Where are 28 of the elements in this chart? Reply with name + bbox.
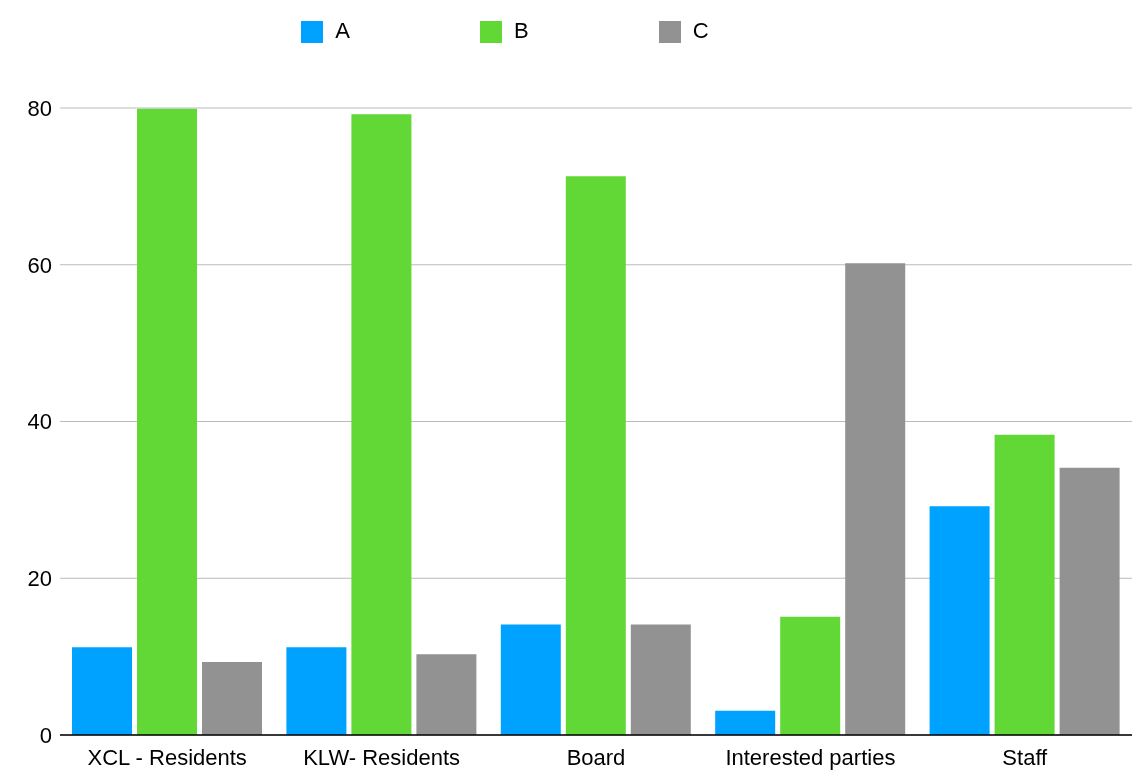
y-tick-label: 60 [27, 252, 52, 278]
bar [137, 108, 197, 735]
bar [929, 506, 990, 735]
y-tick-label: 0 [39, 722, 52, 748]
x-tick-label: KLW- Residents [303, 744, 461, 770]
bar [202, 662, 262, 735]
x-tick-label: XCL - Residents [87, 744, 247, 770]
bar [1059, 467, 1120, 735]
bar [630, 624, 691, 735]
legend-label: C [692, 18, 709, 43]
bar [286, 647, 347, 735]
x-tick-label: Board [566, 744, 626, 770]
bar [715, 710, 776, 735]
bar [845, 263, 906, 735]
bar [994, 434, 1055, 735]
bar [351, 114, 412, 735]
bar [72, 647, 132, 735]
x-tick-label: Staff [1002, 744, 1049, 770]
legend-label: A [335, 18, 351, 43]
bar [780, 616, 841, 735]
y-tick-label: 40 [27, 409, 52, 435]
y-tick-label: 20 [27, 566, 52, 592]
y-tick-label: 80 [27, 95, 52, 121]
bar [500, 624, 561, 735]
legend-label: B [514, 18, 529, 43]
bar [416, 654, 477, 735]
bar [565, 176, 626, 735]
x-tick-label: Interested parties [725, 744, 896, 770]
